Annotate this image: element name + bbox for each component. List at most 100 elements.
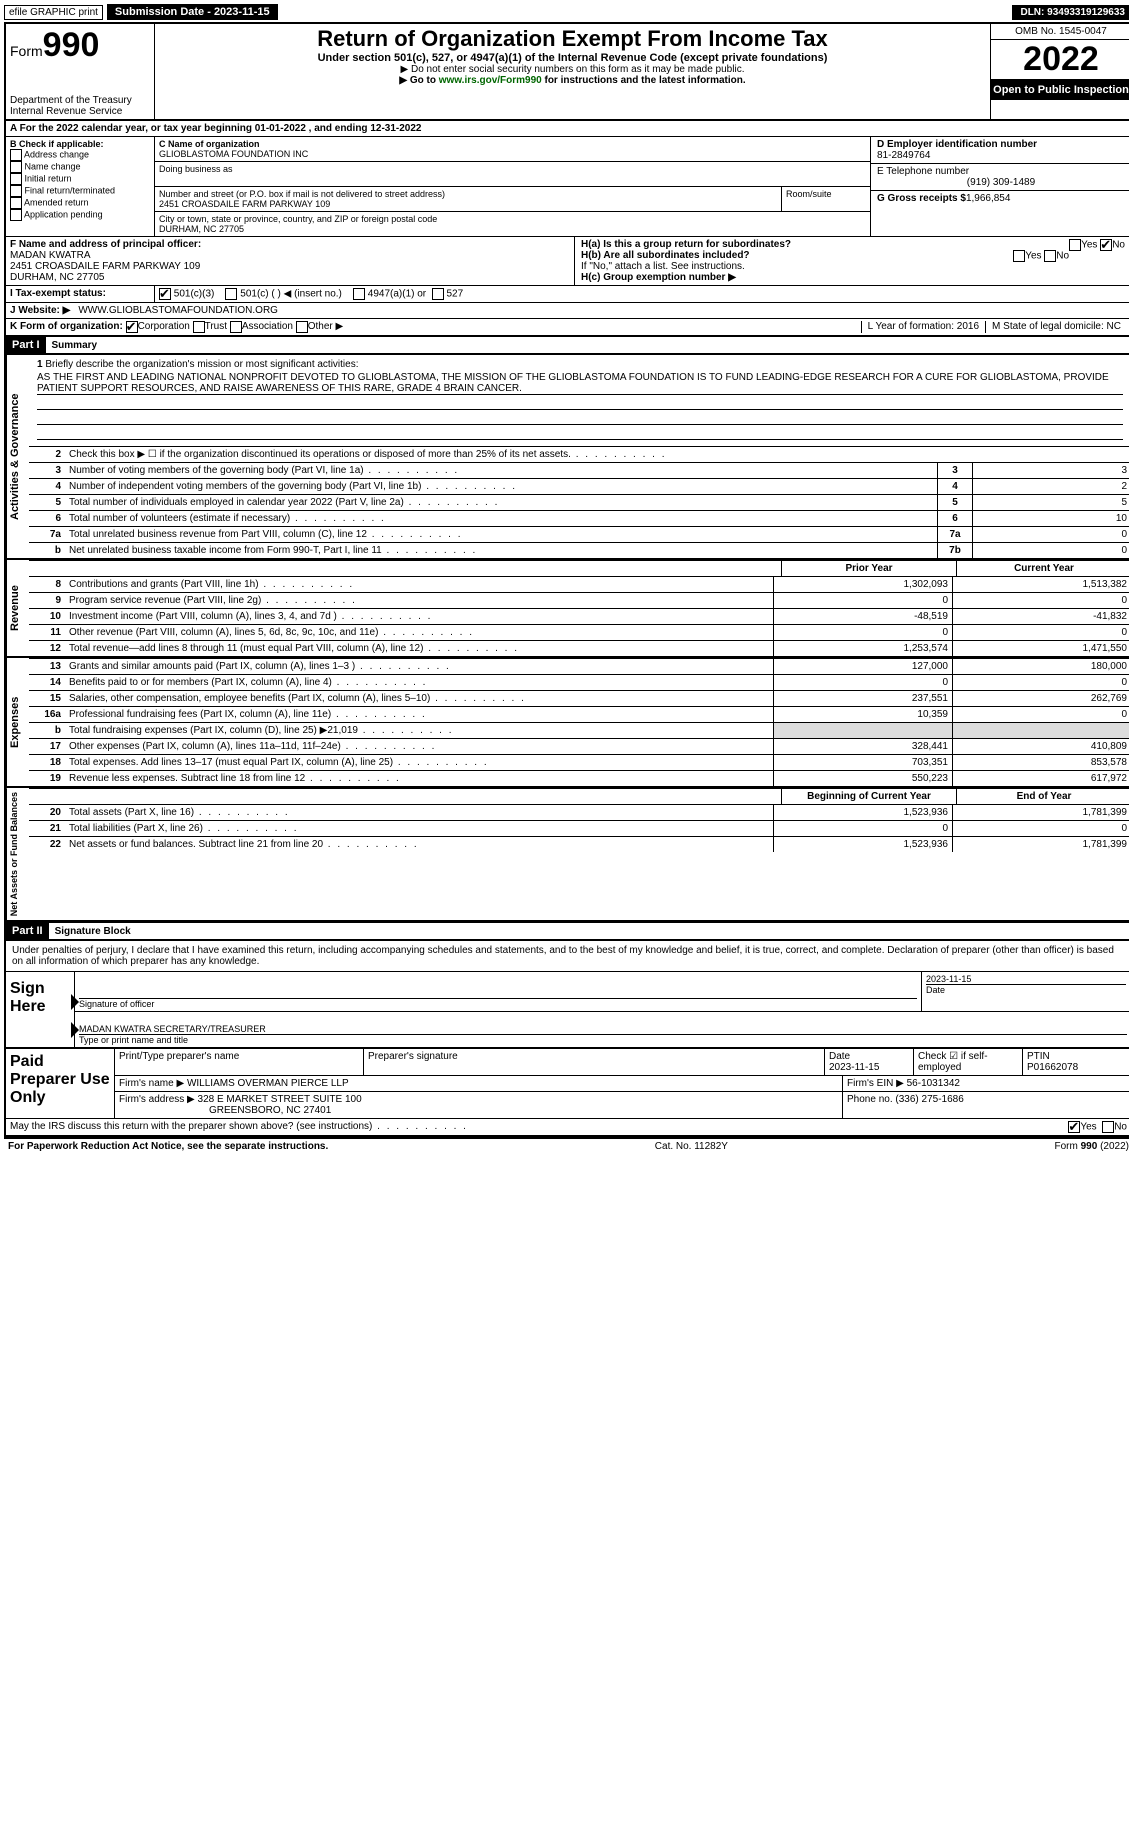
self-emp-check: Check ☑ if self-employed <box>914 1049 1023 1075</box>
goto-post: for instructions and the latest informat… <box>542 75 746 86</box>
b-label: B Check if applicable: <box>10 139 150 149</box>
line-text: Total unrelated business revenue from Pa… <box>65 527 937 542</box>
prep-date-val: 2023-11-15 <box>829 1062 909 1073</box>
open-public-badge: Open to Public Inspection <box>991 80 1129 100</box>
officer-name-title: MADAN KWATRA SECRETARY/TREASURER <box>79 1024 1127 1035</box>
prep-name-hdr: Print/Type preparer's name <box>115 1049 364 1075</box>
cb-address-change[interactable]: Address change <box>10 149 150 161</box>
gov-block: Activities & Governance 1 Briefly descri… <box>4 355 1129 560</box>
tax-year: 2022 <box>991 40 1129 80</box>
line-current: 0 <box>952 675 1129 690</box>
dept-treasury: Department of the Treasury <box>10 95 150 106</box>
line-num: 14 <box>29 675 65 690</box>
page-footer: For Paperwork Reduction Act Notice, see … <box>4 1137 1129 1154</box>
addr-label: Number and street (or P.O. box if mail i… <box>159 189 777 199</box>
cb-final-return[interactable]: Final return/terminated <box>10 185 150 197</box>
c-name-label: C Name of organization <box>159 139 866 149</box>
line-19: 19 Revenue less expenses. Subtract line … <box>29 770 1129 786</box>
cb-amended[interactable]: Amended return <box>10 197 150 209</box>
line-text: Program service revenue (Part VIII, line… <box>65 593 773 608</box>
cat-no: Cat. No. 11282Y <box>655 1141 728 1152</box>
k-label: K Form of organization: <box>10 321 123 333</box>
mission-num: 1 <box>37 359 43 370</box>
line-20: 20 Total assets (Part X, line 16) 1,523,… <box>29 804 1129 820</box>
prior-year-hdr: Prior Year <box>781 561 956 576</box>
submission-date-btn[interactable]: Submission Date - 2023-11-15 <box>107 4 278 20</box>
gov-line-5: 5 Total number of individuals employed i… <box>29 494 1129 510</box>
cb-initial-return[interactable]: Initial return <box>10 173 150 185</box>
line-text: Salaries, other compensation, employee b… <box>65 691 773 706</box>
irs-link[interactable]: www.irs.gov/Form990 <box>439 75 542 86</box>
hb-note: If "No," attach a list. See instructions… <box>581 261 1125 272</box>
i-4947: 4947(a)(1) or <box>368 289 426 300</box>
line-num: 16a <box>29 707 65 722</box>
top-bar: efile GRAPHIC print Submission Date - 20… <box>4 4 1129 20</box>
website-url[interactable]: WWW.GLIOBLASTOMAFOUNDATION.ORG <box>74 303 282 318</box>
side-gov: Activities & Governance <box>6 355 29 558</box>
firm-addr-label: Firm's address ▶ <box>119 1094 195 1105</box>
room-suite: Room/suite <box>782 187 870 211</box>
rev-header: Prior Year Current Year <box>29 560 1129 576</box>
part2-header-row: Part II Signature Block <box>4 922 1129 941</box>
line-val: 10 <box>972 511 1129 526</box>
line-prior: 703,351 <box>773 755 952 770</box>
hb-yes: Yes <box>1025 251 1041 262</box>
prep-sig-hdr: Preparer's signature <box>364 1049 825 1075</box>
firm-name-label: Firm's name ▶ <box>119 1078 184 1089</box>
line-16a: 16a Professional fundraising fees (Part … <box>29 706 1129 722</box>
line-val: 3 <box>972 463 1129 478</box>
col-f-officer: F Name and address of principal officer:… <box>6 237 575 285</box>
line-14: 14 Benefits paid to or for members (Part… <box>29 674 1129 690</box>
gov-line-6: 6 Total number of volunteers (estimate i… <box>29 510 1129 526</box>
cb-name-change[interactable]: Name change <box>10 161 150 173</box>
col-h-group: H(a) Is this a group return for subordin… <box>575 237 1129 285</box>
row-k-form-org: K Form of organization: Corporation Trus… <box>4 319 1129 336</box>
line-num: 17 <box>29 739 65 754</box>
phone-block: E Telephone number (919) 309-1489 <box>871 164 1129 191</box>
line-current: 0 <box>952 625 1129 640</box>
line-num: 22 <box>29 837 65 852</box>
gov-line-4: 4 Number of independent voting members o… <box>29 478 1129 494</box>
current-year-hdr: Current Year <box>956 561 1129 576</box>
line-prior: 0 <box>773 675 952 690</box>
form-number: Form990 <box>10 26 150 65</box>
line-current: 617,972 <box>952 771 1129 786</box>
line-text: Grants and similar amounts paid (Part IX… <box>65 659 773 674</box>
mission-block: 1 Briefly describe the organization's mi… <box>29 355 1129 446</box>
line-prior: 237,551 <box>773 691 952 706</box>
form-header: Form990 Department of the Treasury Inter… <box>4 22 1129 121</box>
line-box: 3 <box>937 463 972 478</box>
line-num: 19 <box>29 771 65 786</box>
header-right: OMB No. 1545-0047 2022 Open to Public In… <box>990 24 1129 119</box>
firm-name: WILLIAMS OVERMAN PIERCE LLP <box>187 1078 349 1089</box>
line-text: Total revenue—add lines 8 through 11 (mu… <box>65 641 773 656</box>
line-num: 5 <box>29 495 65 510</box>
firm-ein-label: Firm's EIN ▶ <box>847 1078 904 1089</box>
side-rev: Revenue <box>6 560 29 656</box>
sig-date-val: 2023-11-15 <box>926 974 1126 984</box>
line-text: Contributions and grants (Part VIII, lin… <box>65 577 773 592</box>
line-text: Total assets (Part X, line 16) <box>65 805 773 820</box>
line-prior: 10,359 <box>773 707 952 722</box>
line-text: Total expenses. Add lines 13–17 (must eq… <box>65 755 773 770</box>
part2-badge: Part II <box>6 923 49 939</box>
block-fh: F Name and address of principal officer:… <box>4 237 1129 286</box>
line-box: 6 <box>937 511 972 526</box>
line-text: Check this box ▶ ☐ if the organization d… <box>65 447 1129 462</box>
line-21: 21 Total liabilities (Part X, line 26) 0… <box>29 820 1129 836</box>
col-c-org: C Name of organization GLIOBLASTOMA FOUN… <box>155 137 870 236</box>
line-current: 410,809 <box>952 739 1129 754</box>
line-prior: 1,523,936 <box>773 837 952 852</box>
line-num: 2 <box>29 447 65 462</box>
exp-block: Expenses 13 Grants and similar amounts p… <box>4 658 1129 788</box>
line-text: Net unrelated business taxable income fr… <box>65 543 937 558</box>
line-15: 15 Salaries, other compensation, employe… <box>29 690 1129 706</box>
block-bcdeg: B Check if applicable: Address change Na… <box>4 137 1129 237</box>
form-prefix: Form <box>10 43 43 59</box>
addr-block: Number and street (or P.O. box if mail i… <box>155 187 782 211</box>
ha-row: H(a) Is this a group return for subordin… <box>581 239 1125 250</box>
cb-app-pending[interactable]: Application pending <box>10 209 150 221</box>
line-text: Other expenses (Part IX, column (A), lin… <box>65 739 773 754</box>
form-footer: Form 990 (2022) <box>1055 1141 1129 1152</box>
line-9: 9 Program service revenue (Part VIII, li… <box>29 592 1129 608</box>
